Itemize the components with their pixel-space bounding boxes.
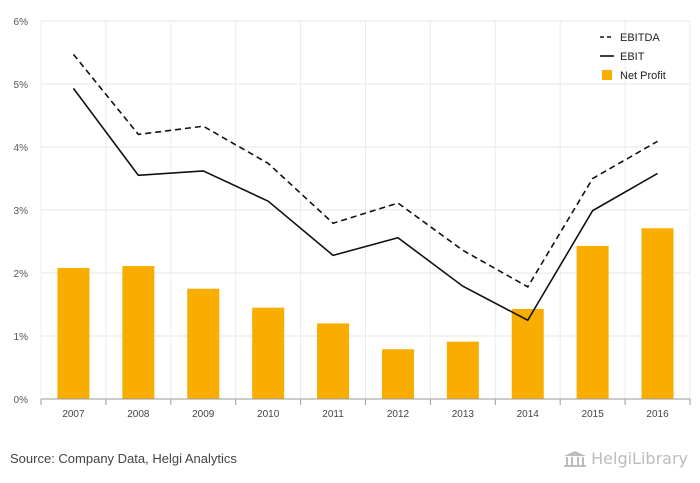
bar-net-profit	[57, 267, 90, 399]
library-building-icon	[564, 450, 587, 467]
bar-net-profit	[381, 349, 414, 399]
x-tick-label: 2013	[452, 409, 475, 420]
legend-swatch-net-profit	[602, 70, 612, 80]
y-tick-label: 0%	[14, 395, 29, 406]
line-series	[72, 53, 658, 322]
helgi-library-logo: HelgiLibrary	[563, 449, 688, 468]
bar-net-profit	[187, 288, 220, 399]
bar-net-profit	[317, 323, 350, 399]
grid	[40, 20, 691, 399]
x-tick-label: 2009	[192, 409, 215, 420]
logo-text: HelgiLibrary	[591, 449, 688, 468]
bar-net-profit	[446, 341, 479, 399]
x-axis: 2007 2008 2009 2010 2011 2012 2013 2014 2015 2016	[40, 398, 691, 420]
source-note: Source: Company Data, Helgi Analytics	[10, 451, 237, 466]
footer: Source: Company Data, Helgi Analytics He…	[0, 440, 700, 483]
x-tick-label: 2016	[646, 409, 669, 420]
bar-net-profit	[122, 266, 155, 399]
legend-label: EBIT	[620, 51, 645, 63]
y-tick-label: 6%	[14, 17, 29, 28]
y-tick-label: 4%	[14, 143, 29, 154]
y-tick-label: 2%	[14, 269, 29, 280]
x-tick-label: 2007	[62, 409, 85, 420]
x-tick-label: 2012	[387, 409, 410, 420]
x-tick-label: 2010	[257, 409, 280, 420]
line-ebitda	[72, 53, 658, 288]
x-tick-label: 2015	[582, 409, 605, 420]
chart: 0%1%2%3%4%5%6% 2007 2008 2009 2010 2011 2012 2…	[14, 17, 691, 420]
y-tick-label: 3%	[14, 206, 29, 217]
bar-net-profit	[641, 228, 674, 399]
bar-net-profit	[511, 308, 544, 399]
legend-label: Net Profit	[620, 70, 666, 82]
net-profit-bars	[57, 228, 674, 399]
x-tick-label: 2014	[517, 409, 540, 420]
x-tick-label: 2011	[322, 409, 344, 420]
x-tick-label: 2008	[127, 409, 150, 420]
y-axis: 0% 1% 2% 3% 4% 5% 6%	[14, 17, 29, 406]
line-ebit	[72, 87, 658, 322]
legend-label: EBITDA	[620, 32, 660, 44]
bar-net-profit	[252, 307, 285, 399]
legend: EBITDA EBIT Net Profit	[600, 32, 666, 82]
y-tick-label: 1%	[14, 332, 29, 343]
y-tick-label: 5%	[14, 80, 29, 91]
bar-net-profit	[576, 245, 609, 399]
